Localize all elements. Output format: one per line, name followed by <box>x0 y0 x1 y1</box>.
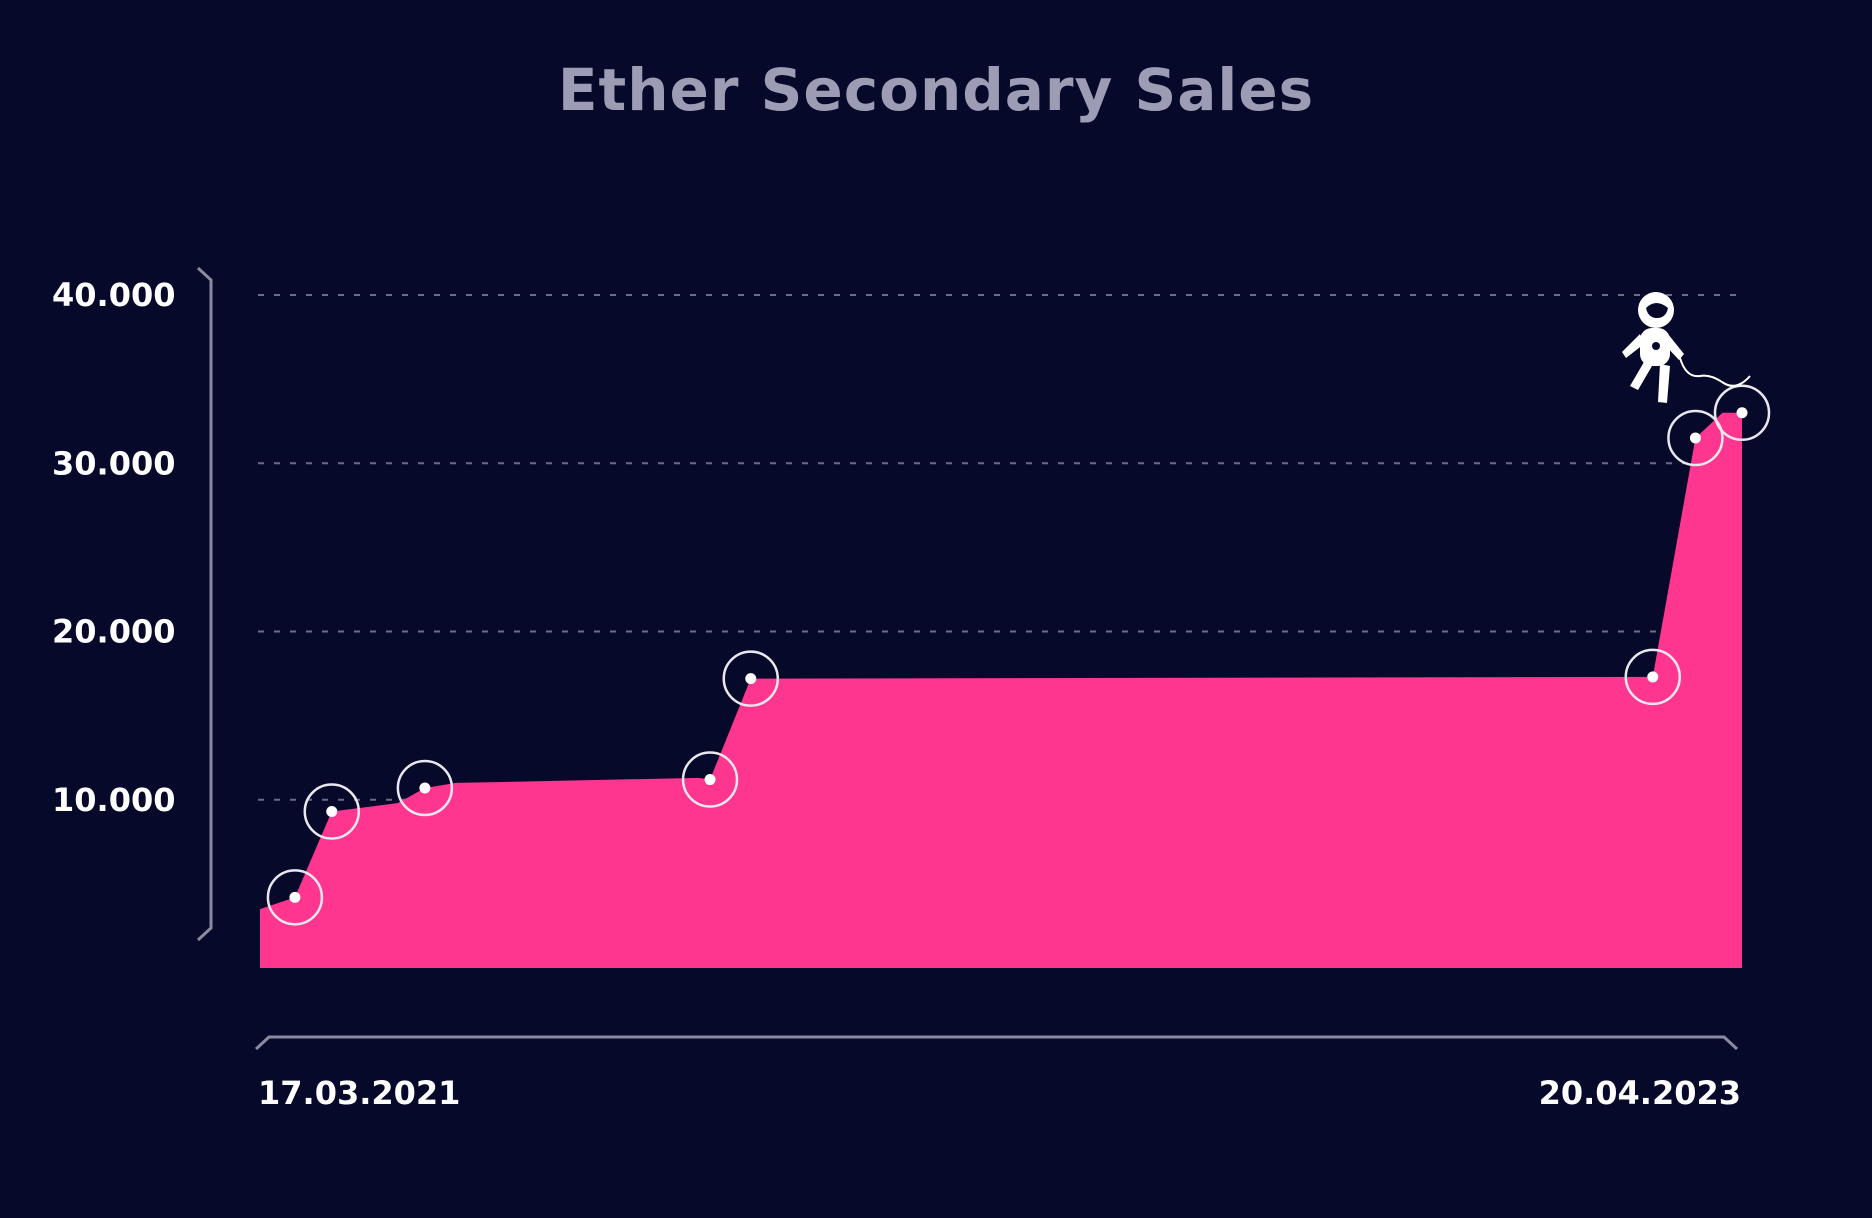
data-point-marker <box>1624 648 1682 706</box>
y-tick-label: 40.000 <box>52 276 175 314</box>
data-point-marker <box>681 751 739 808</box>
axes <box>196 266 1739 1051</box>
x-axis-bracket <box>254 1035 1739 1051</box>
x-start-label: 17.03.2021 <box>258 1074 460 1112</box>
data-point-marker <box>722 650 780 707</box>
chart-title: Ether Secondary Sales <box>557 56 1315 124</box>
data-point-marker <box>266 869 324 926</box>
data-point-marker <box>1667 409 1724 467</box>
astronaut-icon <box>1622 292 1751 403</box>
y-tick-label: 20.000 <box>52 613 175 651</box>
data-point-marker <box>396 759 454 817</box>
point-markers <box>266 384 1771 926</box>
y-tick-label: 10.000 <box>52 781 175 819</box>
y-tick-labels: 10.000 20.000 30.000 40.000 <box>52 276 175 819</box>
data-point-marker <box>303 783 361 840</box>
y-tick-label: 30.000 <box>52 444 175 482</box>
data-point-marker <box>1713 384 1771 442</box>
x-end-label: 20.04.2023 <box>1539 1074 1741 1112</box>
y-axis-bracket <box>196 266 213 942</box>
area-series <box>260 412 1742 968</box>
area-fill <box>260 412 1742 968</box>
